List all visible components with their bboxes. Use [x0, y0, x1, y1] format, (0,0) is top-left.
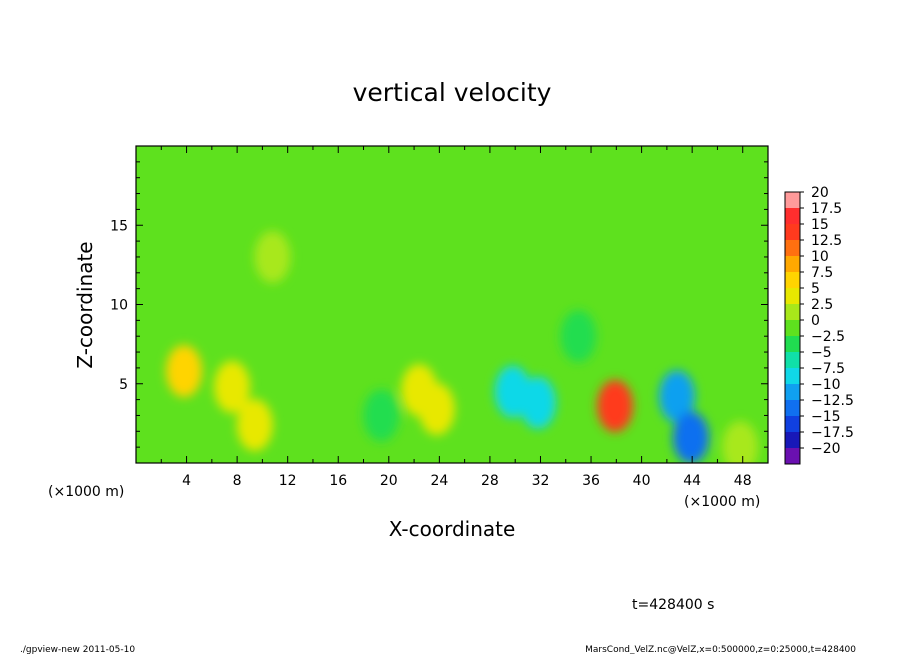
- colorbar-segment: [785, 384, 800, 401]
- colorbar-label: −12.5: [811, 393, 854, 409]
- colorbar-segment: [785, 240, 800, 257]
- x-tick-label: 40: [633, 473, 651, 489]
- colorbar-segment: [785, 272, 800, 289]
- y-axis-label: Z-coordinate: [73, 241, 97, 368]
- velocity-feature-13: [722, 421, 759, 463]
- colorbar-segment: [785, 400, 800, 417]
- colorbar-label: −15: [811, 409, 841, 425]
- velocity-feature-10: [597, 379, 634, 432]
- y-tick-label: 15: [110, 218, 128, 234]
- colorbar-segment: [785, 336, 800, 353]
- colorbar-segment: [785, 288, 800, 305]
- x-axis-label: X-coordinate: [389, 517, 516, 541]
- colorbar-label: 7.5: [811, 265, 833, 281]
- velocity-feature-0: [166, 345, 203, 398]
- colorbar-label: −10: [811, 377, 841, 393]
- colorbar-segment: [785, 208, 800, 225]
- chart-title: vertical velocity: [353, 78, 552, 107]
- colorbar-label: 20: [811, 185, 829, 201]
- x-tick-label: 36: [582, 473, 600, 489]
- velocity-feature-1: [214, 360, 251, 413]
- velocity-feature-4: [363, 389, 400, 442]
- x-tick-label: 24: [430, 473, 448, 489]
- colorbar-label: −2.5: [811, 329, 845, 345]
- colorbar-segment: [785, 432, 800, 449]
- velocity-feature-6: [418, 383, 455, 436]
- colorbar-segment: [785, 352, 800, 369]
- x-tick-label: 28: [481, 473, 499, 489]
- x-tick-label: 16: [329, 473, 347, 489]
- x-tick-label: 44: [683, 473, 701, 489]
- colorbar-segment: [785, 448, 800, 465]
- velocity-feature-3: [254, 230, 291, 283]
- velocity-feature-12: [672, 411, 709, 463]
- y-tick-label: 5: [119, 377, 128, 393]
- colorbar-segment: [785, 304, 800, 321]
- colorbar-label: −7.5: [811, 361, 845, 377]
- colorbar-segment: [785, 192, 800, 209]
- colorbar-segment: [785, 256, 800, 273]
- colorbar-label: 0: [811, 313, 820, 329]
- colorbar-label: −17.5: [811, 425, 854, 441]
- heatmap-area: [136, 146, 768, 463]
- x-unit-left: (×1000 m): [48, 484, 124, 500]
- footer-right: MarsCond_VelZ.nc@VelZ,x=0:500000,z=0:250…: [585, 645, 856, 654]
- colorbar-segment: [785, 320, 800, 337]
- footer-left: ./gpview-new 2011-05-10: [20, 645, 135, 654]
- x-unit-right: (×1000 m): [684, 494, 760, 510]
- colorbar-label: 5: [811, 281, 820, 297]
- x-axis-ticks: 4 8 12 16 20 24 28 32 36 40 44 48: [160, 146, 752, 489]
- velocity-feature-9: [560, 310, 597, 363]
- y-axis-ticks: 5 10 15: [110, 161, 768, 448]
- colorbar-label: −5: [811, 345, 832, 361]
- x-tick-label: 20: [380, 473, 398, 489]
- velocity-feature-2: [236, 398, 273, 451]
- colorbar-segment: [785, 224, 800, 241]
- velocity-feature-8: [519, 376, 556, 429]
- x-tick-label: 32: [532, 473, 550, 489]
- x-tick-label: 4: [182, 473, 191, 489]
- colorbar: 2017.51512.5107.552.50−2.5−5−7.5−10−12.5…: [784, 185, 854, 465]
- colorbar-label: −20: [811, 441, 841, 457]
- colorbar-label: 15: [811, 217, 829, 233]
- x-tick-label: 48: [734, 473, 752, 489]
- x-tick-label: 12: [279, 473, 297, 489]
- colorbar-label: 12.5: [811, 233, 842, 249]
- colorbar-segment: [785, 416, 800, 433]
- colorbar-label: 10: [811, 249, 829, 265]
- colorbar-label: 17.5: [811, 201, 842, 217]
- colorbar-segment: [785, 368, 800, 385]
- time-label: t=428400 s: [632, 597, 714, 613]
- x-tick-label: 8: [233, 473, 242, 489]
- colorbar-frame: [784, 191, 801, 465]
- colorbar-label: 2.5: [811, 297, 833, 313]
- y-tick-label: 10: [110, 298, 128, 314]
- velocity-feature-11: [658, 370, 695, 423]
